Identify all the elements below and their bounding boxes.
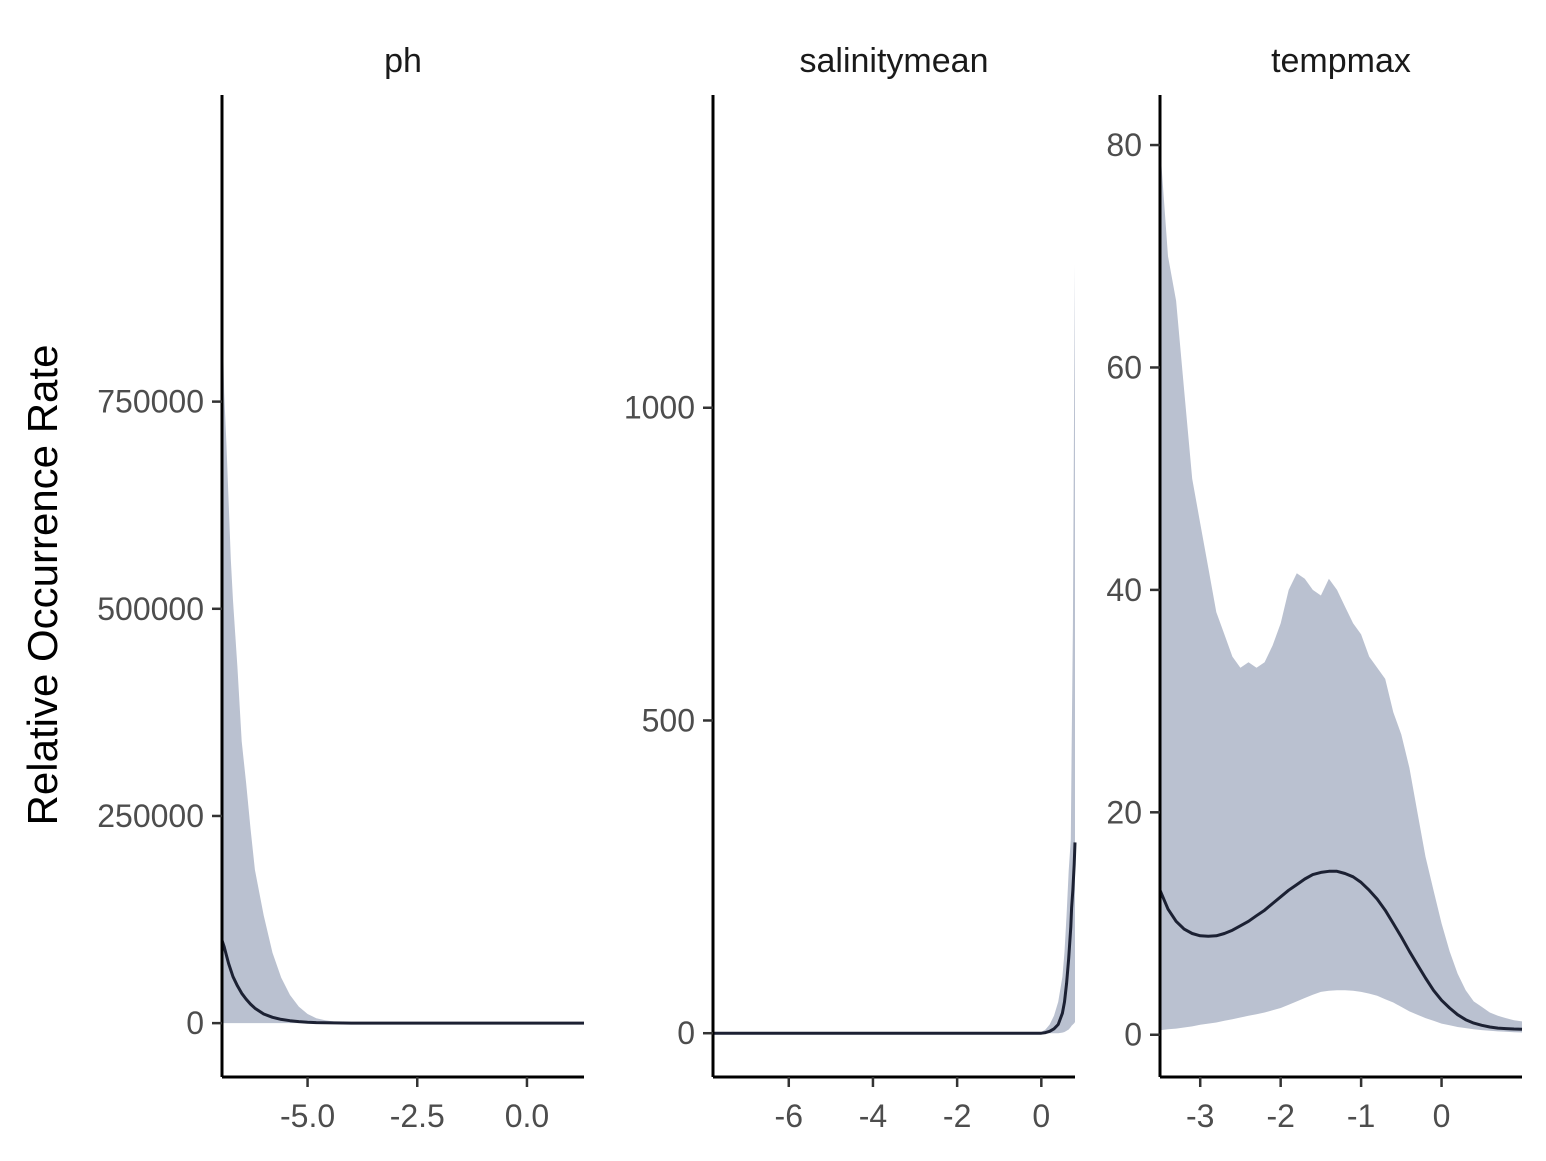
panel-tempmax: tempmax 0 20 40 60 80 -3 -2 -1 0: [1106, 42, 1523, 1134]
x-tick-label: 0: [1433, 1098, 1451, 1134]
confidence-ribbon: [713, 263, 1075, 1034]
panel-strip-label: ph: [384, 42, 422, 80]
panel-strip-label: tempmax: [1271, 42, 1411, 80]
y-tick-label: 60: [1106, 349, 1142, 385]
x-tick-label: 0.0: [505, 1098, 549, 1134]
fitted-line: [713, 842, 1077, 1035]
y-tick-label: 250000: [97, 798, 204, 834]
y-tick-label: 0: [677, 1015, 695, 1051]
x-tick-label: -4: [859, 1098, 887, 1134]
y-tick-label: 750000: [97, 384, 204, 420]
fitted-line: [1158, 869, 1523, 1031]
confidence-ribbon: [222, 293, 584, 1024]
panel-salinitymean: salinitymean 0 500 1000 -6 -4 -2 0: [624, 42, 1077, 1134]
x-tick-label: -5.0: [280, 1098, 335, 1134]
x-tick-label: -2: [1266, 1098, 1294, 1134]
x-tick-label: -3: [1186, 1098, 1214, 1134]
x-tick-label: -6: [775, 1098, 803, 1134]
confidence-ribbon: [1160, 145, 1522, 1033]
fitted-line: [220, 939, 584, 1025]
y-tick-label: 80: [1106, 127, 1142, 163]
y-tick-label: 20: [1106, 794, 1142, 830]
y-tick-label: 500000: [97, 591, 204, 627]
x-tick-label: -2: [943, 1098, 971, 1134]
panel-strip-label: salinitymean: [800, 42, 989, 80]
y-tick-label: 500: [642, 702, 695, 738]
y-tick-label: 40: [1106, 572, 1142, 608]
y-axis-label: Relative Occurrence Rate: [19, 345, 66, 826]
x-tick-label: 0: [1032, 1098, 1050, 1134]
y-tick-label: 1000: [624, 390, 695, 426]
y-tick-label: 0: [1124, 1017, 1142, 1053]
x-tick-label: -1: [1347, 1098, 1375, 1134]
panel-ph: ph 0 250000 500000 750000 -5.0 -2.5 0.0: [97, 42, 584, 1134]
y-tick-label: 0: [186, 1005, 204, 1041]
x-tick-label: -2.5: [390, 1098, 445, 1134]
